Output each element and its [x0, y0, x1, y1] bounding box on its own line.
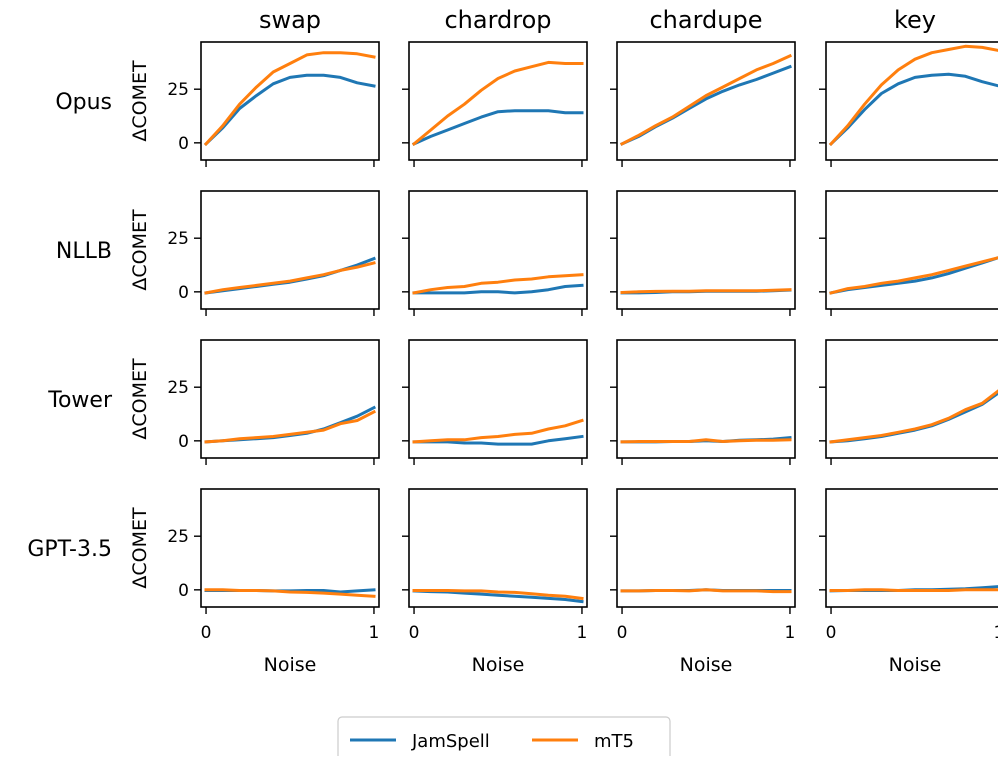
legend-label-mt5: mT5 — [594, 731, 634, 752]
panel-frame — [616, 488, 796, 608]
y-axis-label: ΔCOMET — [129, 209, 151, 291]
series-line-mt5 — [412, 273, 584, 295]
panel-frame — [616, 339, 796, 459]
y-axis-label: ΔCOMET — [129, 358, 151, 440]
panel-frame — [408, 190, 588, 310]
x-tick-label: 1 — [785, 623, 796, 643]
panel-gpt-3-5-key: 0 1 Noise — [819, 488, 998, 676]
y-tick-label: 25 — [167, 229, 189, 249]
legend-label-jamspell: JamSpell — [411, 731, 490, 752]
y-tick-label: 25 — [167, 80, 189, 100]
x-tick-label: 0 — [201, 623, 212, 643]
x-tick-label: 0 — [826, 623, 837, 643]
panel-frame — [200, 488, 380, 608]
column-title-chardrop: chardrop — [444, 6, 551, 34]
series-line-mt5 — [204, 409, 377, 444]
series-line-jamspell — [412, 109, 584, 146]
panel-frame — [825, 339, 998, 459]
series-line-mt5 — [620, 588, 792, 594]
series-line-mt5 — [204, 588, 376, 598]
panel-frame — [616, 41, 796, 161]
panel-tower-chardupe — [610, 339, 796, 465]
panel-frame — [200, 190, 380, 310]
panel-gpt-3-5-chardrop: 0 1 Noise — [402, 488, 588, 676]
y-tick-label: 0 — [178, 432, 189, 452]
series-line-jamspell — [203, 73, 376, 147]
legend: JamSpell mT5 — [337, 716, 671, 760]
series-line-mt5 — [203, 51, 376, 147]
panel-opus-key — [819, 41, 998, 167]
panel-frame — [408, 41, 588, 161]
y-tick-label: 0 — [178, 134, 189, 154]
x-tick-label: 1 — [994, 623, 998, 643]
row-label-opus: Opus — [55, 90, 112, 115]
panel-tower-key — [819, 339, 998, 465]
x-axis-label: Noise — [264, 654, 317, 676]
panel-opus-chardrop — [402, 41, 588, 167]
panel-frame — [616, 190, 796, 310]
row-label-gpt-3-5: GPT-3.5 — [27, 537, 112, 562]
y-tick-label: 25 — [167, 378, 189, 398]
series-line-jamspell — [620, 64, 792, 146]
column-title-key: key — [894, 6, 936, 34]
y-axis-label: ΔCOMET — [129, 507, 151, 589]
series-line-mt5 — [619, 53, 792, 146]
x-tick-label: 0 — [617, 623, 628, 643]
y-axis-label: ΔCOMET — [129, 60, 151, 142]
panel-opus-swap: 0 25 — [167, 41, 380, 167]
y-tick-label: 0 — [178, 581, 189, 601]
panel-frame — [825, 190, 998, 310]
panel-nllb-chardupe — [610, 190, 796, 316]
row-label-nllb: NLLB — [56, 239, 112, 264]
column-title-chardupe: chardupe — [649, 6, 762, 34]
series-line-mt5 — [829, 588, 998, 592]
series-line-mt5 — [412, 418, 584, 444]
series-line-mt5 — [620, 288, 792, 295]
x-axis-label: Noise — [472, 654, 525, 676]
panels-group: swap chardrop chardupe key Opus ΔCOMET 0 25 NLLB… — [27, 6, 998, 676]
panel-frame — [825, 41, 998, 161]
series-line-mt5 — [412, 589, 584, 601]
series-line-mt5 — [204, 261, 376, 295]
series-line-jamspell — [412, 434, 584, 446]
series-line-jamspell — [829, 391, 998, 444]
panel-frame — [200, 339, 380, 459]
x-tick-label: 1 — [369, 623, 380, 643]
series-line-jamspell — [412, 283, 584, 295]
panel-opus-chardupe — [610, 41, 796, 167]
panel-gpt-3-5-chardupe: 0 1 Noise — [610, 488, 796, 676]
column-title-swap: swap — [259, 6, 321, 34]
x-axis-label: Noise — [680, 654, 733, 676]
panel-tower-chardrop — [402, 339, 588, 465]
series-line-mt5 — [829, 256, 998, 295]
x-tick-label: 0 — [409, 623, 420, 643]
panel-frame — [408, 339, 588, 459]
panel-frame — [200, 41, 380, 161]
panel-frame — [408, 488, 588, 608]
series-line-mt5 — [620, 438, 792, 444]
x-tick-label: 1 — [577, 623, 588, 643]
panel-gpt-3-5-swap: 0 25 0 1 Noise — [167, 488, 380, 676]
x-axis-label: Noise — [889, 654, 942, 676]
panel-frame — [825, 488, 998, 608]
series-line-mt5 — [829, 389, 998, 444]
panel-tower-swap: 0 25 — [167, 339, 380, 465]
panel-nllb-chardrop — [402, 190, 588, 316]
legend-frame — [337, 716, 671, 760]
panel-nllb-swap: 0 25 — [167, 190, 380, 316]
series-line-mt5 — [828, 44, 998, 147]
series-line-mt5 — [411, 60, 584, 147]
series-line-jamspell — [204, 405, 377, 444]
panel-nllb-key — [819, 190, 998, 316]
row-label-tower: Tower — [47, 388, 113, 413]
y-tick-label: 0 — [178, 283, 189, 303]
y-tick-label: 25 — [167, 527, 189, 547]
series-line-jamspell — [828, 72, 998, 147]
